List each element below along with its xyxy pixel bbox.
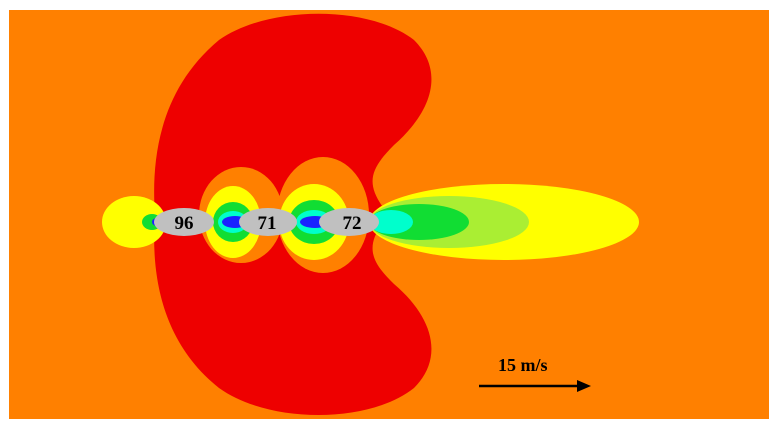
obstacle-96: [154, 208, 214, 236]
obstacle-71: [239, 208, 297, 236]
velocity-scale-arrowhead-icon: [577, 380, 591, 392]
lower-high-speed-lobe: [154, 215, 432, 415]
velocity-scale-label: 15 m/s: [498, 355, 548, 375]
flow-contour-plot: 96 71 72 15 m/s: [9, 10, 769, 419]
obstacle-label-96: 96: [175, 213, 194, 234]
obstacle-label-72: 72: [343, 213, 362, 234]
upper-high-speed-lobe: [154, 13, 432, 215]
obstacle-72: [319, 208, 379, 236]
wake-cyan: [369, 210, 413, 234]
obstacle-label-71: 71: [258, 213, 277, 234]
front-yellow: [102, 196, 166, 248]
